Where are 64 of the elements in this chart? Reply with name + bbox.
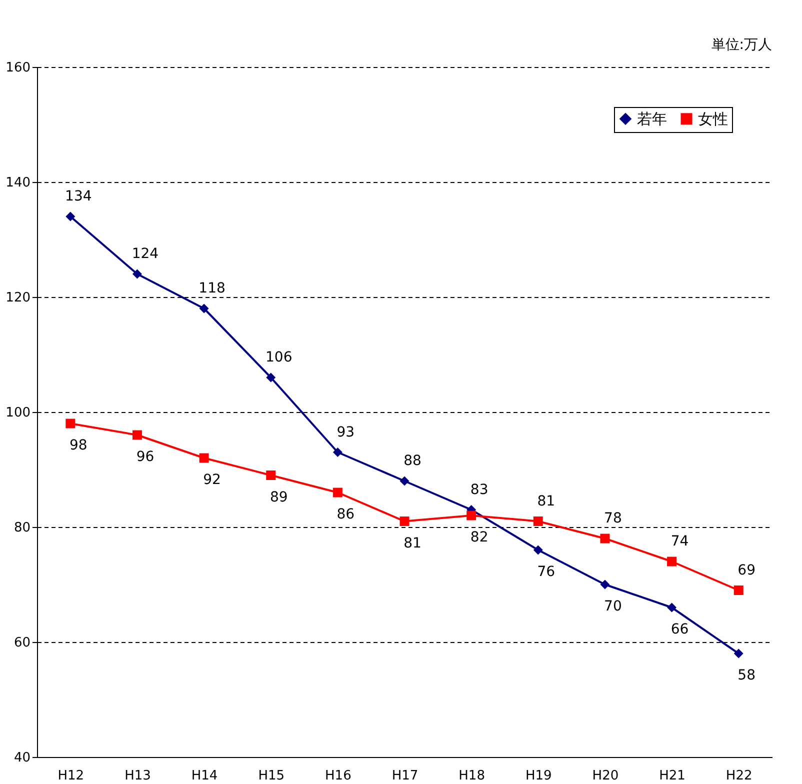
x-tick-label: H15: [258, 768, 285, 784]
data-label: 76: [537, 564, 556, 580]
point: [199, 304, 209, 314]
data-label: 92: [203, 472, 221, 488]
x-tick-label: H13: [124, 768, 151, 784]
y-tick-label: 160: [6, 60, 30, 76]
legend-label: 女性: [698, 110, 728, 128]
y-tick-label: 60: [14, 636, 30, 650]
point: [132, 430, 142, 440]
data-label: 106: [265, 350, 292, 366]
point: [600, 534, 610, 544]
y-tick-label: 40: [14, 750, 30, 766]
data-label: 81: [537, 493, 556, 510]
point: [667, 602, 677, 612]
data-label: 89: [270, 489, 288, 506]
point: [734, 648, 744, 658]
x-tick-label: H16: [325, 768, 352, 784]
legend-label: 若年: [637, 110, 667, 128]
data-label: 86: [336, 506, 355, 522]
data-label: 58: [738, 668, 756, 684]
x-tick-label: H14: [191, 768, 218, 784]
point: [199, 453, 209, 463]
point: [266, 470, 276, 480]
x-tick-label: H12: [58, 768, 84, 784]
data-label: 82: [470, 530, 488, 546]
point: [400, 476, 410, 486]
data-label: 98: [69, 438, 88, 454]
x-tick-label: H22: [726, 768, 752, 784]
y-tick-label: 80: [14, 520, 30, 536]
data-label: 66: [670, 622, 689, 638]
y-tick-label: 120: [6, 290, 30, 306]
x-tick-label: H18: [458, 768, 485, 784]
data-label: 96: [136, 449, 154, 465]
y-tick-label: 140: [6, 176, 30, 190]
point: [332, 448, 342, 457]
point: [400, 516, 410, 526]
y-tick-label: 100: [6, 406, 30, 420]
data-label: 83: [470, 482, 488, 498]
data-label: 74: [670, 534, 689, 550]
point: [466, 510, 476, 520]
data-label: 70: [604, 598, 622, 614]
x-tick-label: H19: [525, 768, 552, 784]
data-label: 69: [738, 562, 756, 578]
data-label: 88: [404, 453, 422, 469]
point: [600, 580, 610, 590]
data-label: 78: [604, 510, 622, 526]
x-tick-label: H21: [659, 768, 686, 784]
point: [66, 418, 76, 428]
data-label: 93: [336, 424, 355, 440]
point: [132, 269, 142, 279]
point: [734, 586, 744, 595]
text: 単位:万人: [711, 37, 772, 53]
data-label: 81: [404, 535, 422, 552]
x-tick-label: H20: [592, 768, 619, 784]
point: [667, 556, 677, 566]
point: [533, 516, 543, 526]
data-label: 134: [65, 188, 92, 204]
point: [266, 372, 276, 382]
point: [533, 545, 543, 555]
x-tick-label: H17: [392, 768, 418, 784]
point: [66, 212, 76, 222]
data-label: 118: [198, 280, 226, 296]
data-label: 124: [132, 246, 159, 262]
point: [332, 488, 342, 498]
